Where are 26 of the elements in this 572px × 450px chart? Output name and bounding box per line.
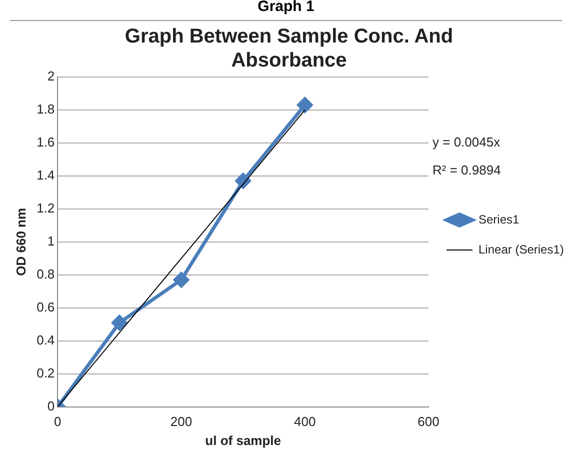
y-tick-label: 2	[47, 68, 55, 84]
text: Absorbance	[231, 50, 347, 72]
y-tick-label: 0.4	[36, 332, 55, 348]
x-axis-title: ul of sample	[205, 432, 282, 448]
y-tick-label: 1.2	[36, 200, 55, 216]
x-tick-label: 600	[418, 414, 440, 430]
legend-label: Series1	[478, 212, 520, 226]
point	[174, 272, 190, 288]
y-axis-title: OD 660 nm	[13, 208, 28, 276]
legend-label: Linear (Series1)	[478, 242, 564, 256]
x-tick-label: 200	[170, 414, 192, 430]
y-tick-label: 1.6	[36, 134, 55, 150]
x-tick-label: 400	[294, 414, 316, 430]
caption: Graph 1	[10, 0, 562, 21]
y-tick-label: 1.4	[36, 168, 55, 183]
point	[112, 314, 128, 330]
y-tick-label: 0.6	[36, 299, 55, 314]
y-tick-label: 0.2	[36, 365, 55, 380]
text: R² = 0.9894	[432, 162, 501, 178]
text: y = 0.0045x	[432, 134, 501, 150]
text: Graph Between Sample Conc. And	[124, 26, 454, 48]
y-tick-label: 1.8	[36, 102, 55, 117]
y-tick-label: 1	[47, 233, 55, 248]
y-tick-label: 0	[47, 398, 55, 414]
y-tick-label: 0.8	[36, 266, 55, 282]
point	[297, 97, 313, 113]
